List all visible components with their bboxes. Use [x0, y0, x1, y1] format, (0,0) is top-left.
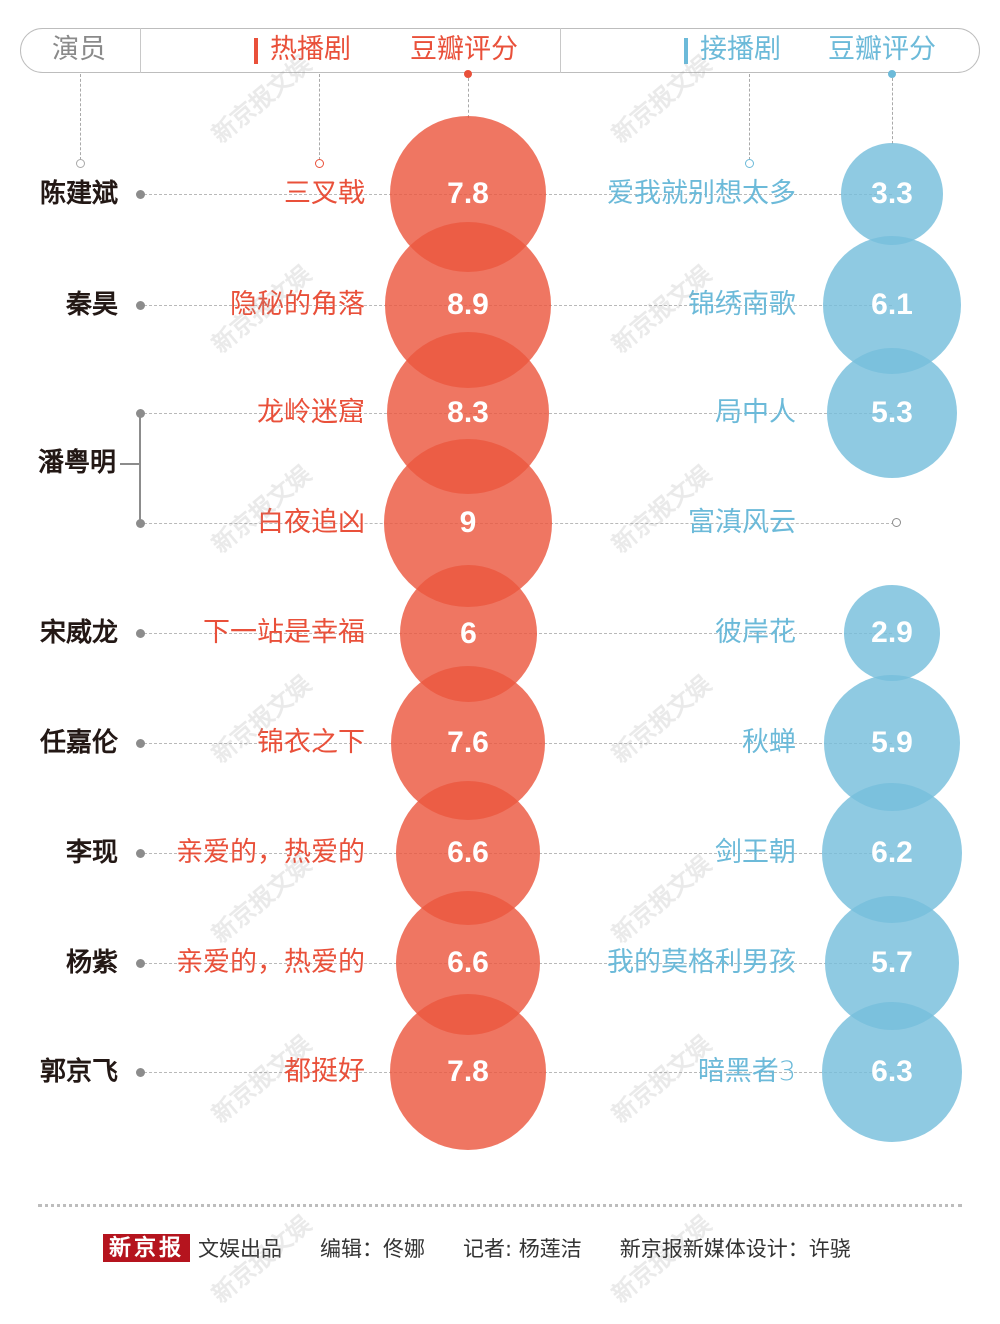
header-hot-score: 豆瓣评分 — [410, 34, 518, 65]
next-score-value: 3.3 — [871, 177, 913, 210]
credits: 新京报 文娱出品 编辑：佟娜 记者: 杨莲洁 新京报新媒体设计：许骁 — [103, 1233, 851, 1263]
actor-dot — [136, 519, 145, 528]
actor-dot — [136, 739, 145, 748]
hot-drama-title: 隐秘的角落 — [230, 289, 365, 320]
next-score-bubble: 3.3 — [841, 143, 943, 245]
hot-drama-connector-dot — [315, 159, 324, 168]
next-score-value: 5.3 — [871, 396, 913, 429]
actor-dot — [136, 959, 145, 968]
actor-name: 李现 — [65, 838, 118, 868]
next-drama-title: 锦绣南歌 — [688, 289, 796, 320]
actor-name: 陈建斌 — [39, 179, 118, 209]
next-drama-title: 局中人 — [715, 397, 796, 428]
hot-drama-title: 三叉戟 — [284, 178, 365, 209]
hot-drama-title: 锦衣之下 — [257, 727, 365, 758]
actor-dot — [136, 1068, 145, 1077]
header-next-score: 豆瓣评分 — [828, 34, 936, 65]
hot-drama-title: 下一站是幸福 — [203, 617, 365, 648]
header-divider — [560, 28, 561, 73]
actor-connector — [80, 74, 81, 160]
next-score-value: 5.9 — [871, 726, 913, 759]
actor-connector-dot — [76, 159, 85, 168]
next-drama-title: 秋蝉 — [742, 727, 796, 758]
actor-bracket — [139, 413, 141, 524]
header-next-drama: 接播剧 — [700, 34, 781, 65]
actor-dot — [136, 409, 145, 418]
produced-by: 文娱出品 — [198, 1237, 283, 1261]
next-score-value: 2.9 — [871, 616, 913, 649]
hot-score-value: 8.9 — [447, 288, 489, 321]
actor-name: 宋威龙 — [39, 618, 118, 648]
hot-score-connector-dot — [464, 70, 472, 78]
hot-score-bubble: 7.8 — [390, 994, 546, 1150]
hot-drama-title: 龙岭迷窟 — [257, 397, 365, 428]
hot-score-connector — [468, 78, 469, 118]
header-bar — [20, 28, 980, 73]
hot-score-value: 8.3 — [447, 396, 489, 429]
header-divider — [140, 28, 141, 73]
actor-dot — [136, 301, 145, 310]
next-drama-title: 剑王朝 — [715, 837, 796, 868]
next-score-bubble: 2.9 — [844, 585, 940, 681]
next-score-value: 6.1 — [871, 288, 913, 321]
hot-drama-title: 都挺好 — [284, 1056, 365, 1087]
hot-drama-title: 白夜追凶 — [257, 507, 365, 538]
hot-drama-connector — [319, 74, 320, 160]
next-score-value: 6.2 — [871, 836, 913, 869]
hot-score-value: 7.8 — [447, 1055, 489, 1088]
hot-marker-bar — [254, 38, 258, 64]
hot-score-value: 9 — [459, 506, 477, 539]
hot-drama-title: 亲爱的，热爱的 — [176, 947, 365, 978]
next-drama-title: 我的莫格利男孩 — [607, 947, 796, 978]
actor-name: 任嘉伦 — [39, 728, 118, 758]
next-score-connector-dot — [888, 70, 896, 78]
hot-score-value: 7.8 — [447, 177, 489, 210]
next-score-bubble: 6.3 — [822, 1002, 962, 1142]
next-drama-title: 富滇风云 — [688, 507, 796, 538]
actor-name: 潘粤明 — [37, 448, 116, 478]
editor-credit: 编辑：佟娜 — [320, 1237, 426, 1261]
hot-score-value: 6 — [460, 616, 477, 650]
hot-score-value: 6.6 — [447, 836, 489, 869]
newspaper-logo: 新京报 — [103, 1234, 191, 1262]
header-hot-drama: 热播剧 — [270, 34, 351, 65]
actor-name: 秦昊 — [65, 290, 118, 320]
actor-dot — [136, 849, 145, 858]
next-drama-connector-dot — [745, 159, 754, 168]
designer-credit: 新京报新媒体设计：许骁 — [619, 1237, 851, 1261]
actor-dot — [136, 629, 145, 638]
hot-score-value: 6.6 — [447, 946, 489, 979]
next-drama-title: 爱我就别想太多 — [607, 178, 796, 209]
reporter-credit: 记者: 杨莲洁 — [463, 1237, 582, 1261]
actor-name: 杨紫 — [65, 948, 118, 978]
next-drama-connector — [749, 74, 750, 160]
hot-drama-title: 亲爱的，热爱的 — [176, 837, 365, 868]
next-score-bubble: 5.3 — [827, 348, 957, 478]
next-marker-bar — [684, 38, 688, 64]
actor-bracket — [120, 463, 140, 465]
next-score-connector — [892, 78, 893, 144]
header-actor: 演员 — [52, 34, 106, 65]
actor-dot — [136, 190, 145, 199]
next-score-value: 6.3 — [871, 1055, 913, 1088]
no-score-marker — [892, 518, 901, 527]
hot-score-value: 7.6 — [447, 726, 489, 759]
next-drama-title: 暗黑者3 — [697, 1056, 796, 1087]
next-score-value: 5.7 — [871, 946, 913, 979]
footer-divider — [38, 1204, 962, 1207]
next-drama-title: 彼岸花 — [715, 617, 796, 648]
actor-name: 郭京飞 — [39, 1057, 118, 1087]
